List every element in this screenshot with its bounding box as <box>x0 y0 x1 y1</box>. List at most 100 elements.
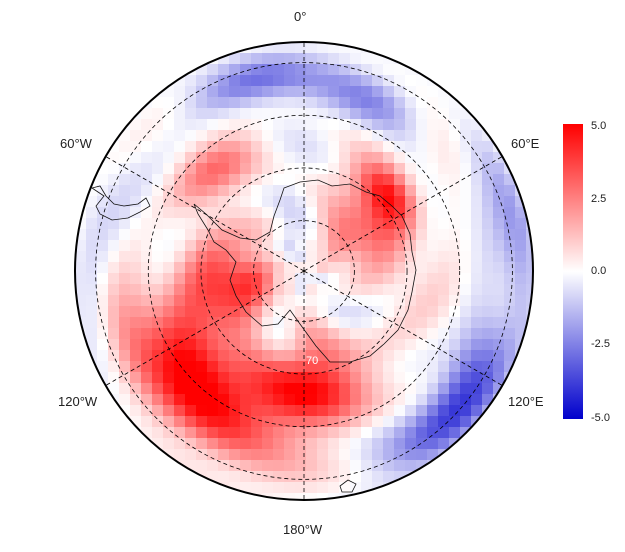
field-cell <box>218 394 230 406</box>
field-cell <box>152 427 164 439</box>
field-cell <box>471 185 483 197</box>
field-cell <box>284 141 296 153</box>
field-cell <box>427 152 439 164</box>
field-cell <box>493 130 505 142</box>
colorbar <box>563 124 583 419</box>
field-cell <box>383 262 395 274</box>
field-cell <box>482 383 494 395</box>
field-cell <box>394 218 406 230</box>
field-cell <box>515 196 527 208</box>
field-cell <box>317 141 329 153</box>
field-cell <box>317 493 329 500</box>
field-cell <box>251 438 263 450</box>
field-cell <box>471 119 483 131</box>
field-cell <box>372 449 384 461</box>
field-cell <box>416 317 428 329</box>
field-cell <box>185 185 197 197</box>
field-cell <box>416 97 428 109</box>
field-cell <box>86 251 98 263</box>
field-cell <box>306 493 318 500</box>
field-cell <box>130 416 142 428</box>
field-cell <box>141 427 153 439</box>
field-cell <box>262 438 274 450</box>
field-cell <box>328 152 340 164</box>
field-cell <box>482 372 494 384</box>
field-cell <box>471 317 483 329</box>
field-cell <box>317 361 329 373</box>
field-cell <box>163 251 175 263</box>
field-cell <box>438 372 450 384</box>
field-cell <box>185 438 197 450</box>
field-cell <box>339 75 351 87</box>
field-cell <box>295 339 307 351</box>
field-cell <box>471 97 483 109</box>
field-cell <box>185 75 197 87</box>
field-cell <box>185 405 197 417</box>
field-cell <box>295 75 307 87</box>
field-cell <box>196 262 208 274</box>
field-cell <box>262 53 274 65</box>
field-cell <box>284 449 296 461</box>
field-cell <box>526 350 533 362</box>
field-cell <box>141 196 153 208</box>
field-cell <box>515 284 527 296</box>
field-cell <box>152 394 164 406</box>
field-cell <box>460 284 472 296</box>
field-cell <box>86 262 98 274</box>
field-cell <box>262 130 274 142</box>
field-cell <box>251 108 263 120</box>
field-cell <box>460 141 472 153</box>
field-cell <box>141 350 153 362</box>
field-cell <box>196 185 208 197</box>
field-cell <box>471 108 483 120</box>
field-cell <box>86 295 98 307</box>
field-cell <box>383 251 395 263</box>
field-cell <box>427 97 439 109</box>
field-cell <box>339 306 351 318</box>
field-cell <box>284 471 296 483</box>
field-cell <box>306 328 318 340</box>
field-cell <box>251 273 263 285</box>
field-cell <box>394 174 406 186</box>
field-cell <box>251 163 263 175</box>
field-cell <box>438 86 450 98</box>
field-cell <box>185 427 197 439</box>
field-cell <box>185 53 197 65</box>
field-cell <box>361 471 373 483</box>
field-cell <box>306 284 318 296</box>
field-cell <box>240 141 252 153</box>
field-cell <box>240 108 252 120</box>
field-cell <box>449 295 461 307</box>
field-cell <box>515 361 527 373</box>
field-cell <box>152 383 164 395</box>
field-cell <box>427 284 439 296</box>
field-cell <box>383 196 395 208</box>
field-cell <box>339 317 351 329</box>
field-cell <box>273 460 285 472</box>
field-cell <box>328 405 340 417</box>
colorbar-tick-label: -5.0 <box>591 412 610 424</box>
field-cell <box>229 449 241 461</box>
field-cell <box>284 339 296 351</box>
field-cell <box>207 152 219 164</box>
field-cell <box>152 262 164 274</box>
field-cell <box>218 64 230 76</box>
field-cell <box>152 75 164 87</box>
field-cell <box>328 427 340 439</box>
field-cell <box>251 339 263 351</box>
field-cell <box>251 460 263 472</box>
field-cell <box>526 262 533 274</box>
field-cell <box>427 163 439 175</box>
field-cell <box>273 405 285 417</box>
field-cell <box>119 108 131 120</box>
field-cell <box>350 119 362 131</box>
field-cell <box>240 438 252 450</box>
field-cell <box>141 449 153 461</box>
field-cell <box>317 174 329 186</box>
field-cell <box>328 75 340 87</box>
field-cell <box>262 416 274 428</box>
field-cell <box>273 449 285 461</box>
field-cell <box>174 163 186 175</box>
longitude-line <box>303 156 503 272</box>
field-cell <box>416 119 428 131</box>
